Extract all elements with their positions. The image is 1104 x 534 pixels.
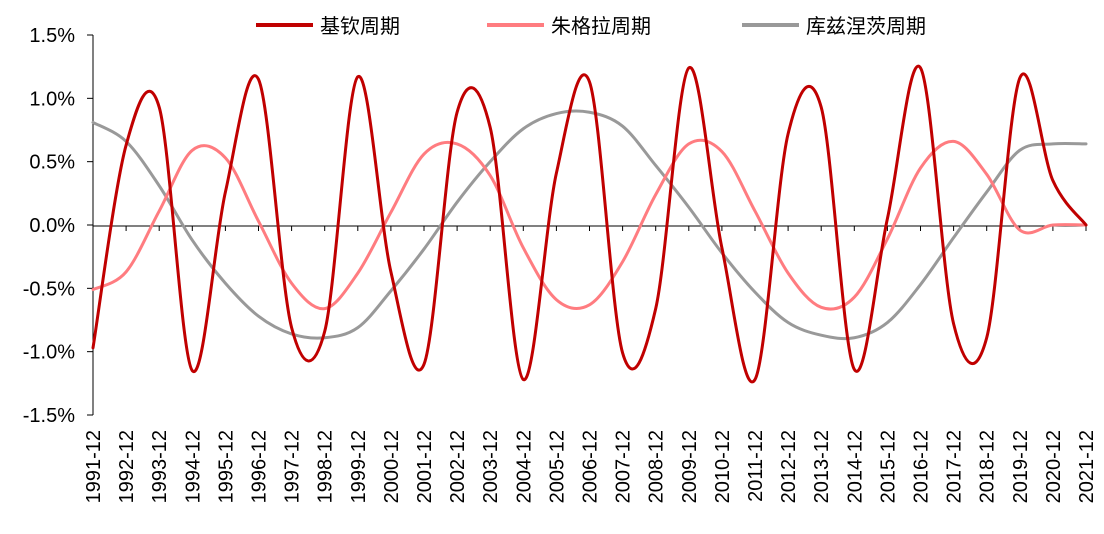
x-tick-label: 1994-12 — [182, 430, 204, 503]
y-tick-label: 1.0% — [29, 88, 75, 110]
series-line-1 — [91, 138, 1088, 311]
y-tick-label: 1.5% — [29, 25, 75, 47]
y-axis: 1.5% 1.0% 0.5% 0.0% -0.5% -1.0% -1.5% — [23, 25, 94, 427]
x-tick-label: 2003-12 — [480, 430, 502, 503]
legend-label: 库兹涅茨周期 — [806, 14, 926, 38]
x-tick-label: 2021-12 — [1076, 430, 1098, 503]
x-tick-label: 2017-12 — [944, 430, 966, 503]
series-line-2 — [91, 109, 1088, 341]
legend: 基钦周期 朱格拉周期 库兹涅茨周期 — [256, 14, 926, 38]
x-tick-label: 1991-12 — [83, 430, 105, 503]
x-tick-label: 2014-12 — [844, 430, 866, 503]
y-tick-label: 0.0% — [29, 215, 75, 237]
y-tick-label: -1.5% — [23, 405, 75, 427]
series-lines — [91, 64, 1088, 384]
x-tick-label: 2004-12 — [513, 430, 535, 503]
x-tick-label: 2000-12 — [381, 430, 403, 503]
y-tick-label: -0.5% — [23, 278, 75, 300]
x-tick-label: 1997-12 — [282, 430, 304, 503]
series-line-0 — [91, 64, 1088, 384]
legend-label: 基钦周期 — [320, 14, 400, 38]
y-tick-label: 0.5% — [29, 152, 75, 174]
x-tick-label: 2006-12 — [580, 430, 602, 503]
x-tick-label: 1999-12 — [348, 430, 370, 503]
x-tick-label: 2015-12 — [877, 430, 899, 503]
x-tick-label: 2002-12 — [447, 430, 469, 503]
legend-label: 朱格拉周期 — [551, 14, 651, 38]
x-tick-label: 2018-12 — [977, 430, 999, 503]
x-tick-label: 2019-12 — [1010, 430, 1032, 503]
x-tick-label: 1998-12 — [315, 430, 337, 503]
x-tick-label: 1995-12 — [215, 430, 237, 503]
x-tick-label: 2011-12 — [745, 430, 767, 502]
x-tick-label: 2013-12 — [811, 430, 833, 503]
x-tick-label: 2008-12 — [646, 430, 668, 503]
x-tick-label: 2010-12 — [712, 430, 734, 503]
y-tick-label: -1.0% — [23, 342, 75, 364]
x-tick-label: 2005-12 — [546, 430, 568, 503]
x-tick-label: 2007-12 — [613, 430, 635, 503]
x-axis: 1991-12 1992-12 1993-12 1994-12 1995-12 1996-… — [83, 225, 1098, 503]
x-tick-label: 1996-12 — [249, 430, 271, 503]
x-tick-label: 2020-12 — [1043, 430, 1065, 503]
x-tick-label: 2009-12 — [679, 430, 701, 503]
x-tick-label: 2016-12 — [911, 430, 933, 503]
x-tick-label: 2001-12 — [414, 430, 436, 503]
x-tick-label: 1993-12 — [149, 430, 171, 503]
x-tick-label: 2012-12 — [778, 430, 800, 503]
x-tick-label: 1992-12 — [116, 430, 138, 503]
